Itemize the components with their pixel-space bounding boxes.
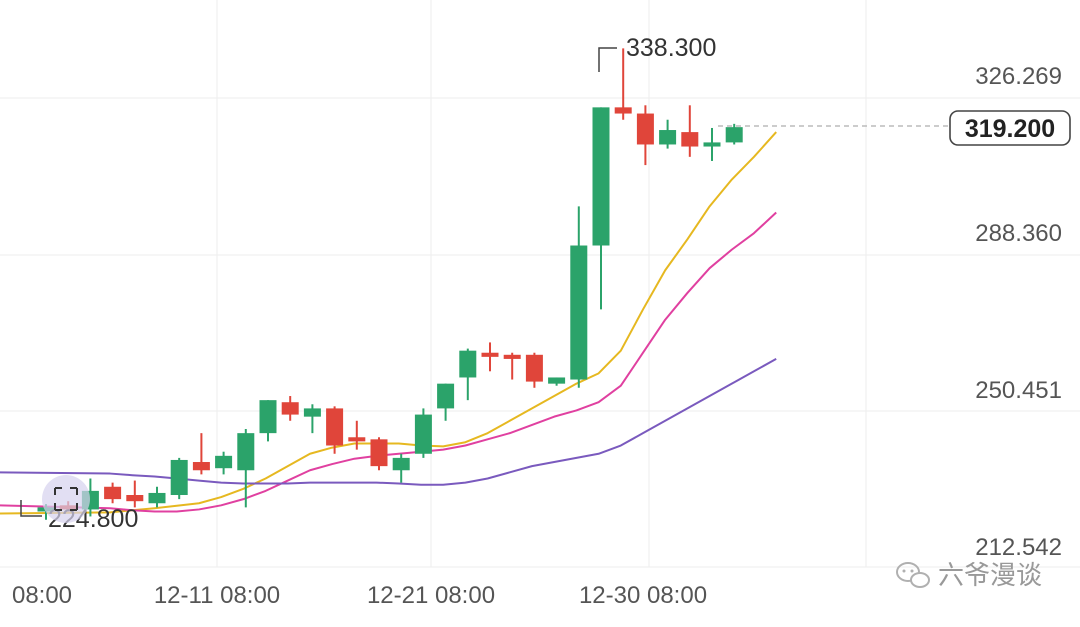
candle-body xyxy=(548,377,566,384)
price-axis: 326.269 288.360 250.451 212.542 xyxy=(975,63,1062,561)
candle-body xyxy=(570,245,588,380)
candle-body xyxy=(681,132,699,147)
candle-body xyxy=(614,107,632,114)
candle-body xyxy=(636,113,654,145)
candle-body xyxy=(592,107,610,246)
candle-body xyxy=(525,354,543,382)
candle-body xyxy=(659,130,677,145)
time-tick-label: 12-21 08:00 xyxy=(367,582,495,609)
time-tick-label: 08:00 xyxy=(12,582,72,609)
candle-body xyxy=(126,495,144,502)
price-tick-label: 288.360 xyxy=(975,220,1062,247)
crosshair-cursor-icon[interactable] xyxy=(42,475,90,523)
candle-body xyxy=(414,414,432,454)
high-label: 338.300 xyxy=(626,34,716,62)
candle-body xyxy=(725,127,743,143)
candle-body xyxy=(237,433,255,471)
watermark-text: 六爷漫谈 xyxy=(938,560,1042,590)
wechat-icon xyxy=(896,562,930,588)
candle-body xyxy=(104,486,122,500)
ma-line-1 xyxy=(0,131,777,515)
time-tick-label: 12-11 08:00 xyxy=(154,582,280,609)
candle-body xyxy=(392,457,410,471)
candle-body xyxy=(170,459,188,496)
price-tick-label: 326.269 xyxy=(975,63,1062,90)
candle-body xyxy=(281,402,299,415)
candles xyxy=(37,48,743,520)
candle-body xyxy=(148,492,166,504)
candle-body xyxy=(703,142,721,147)
grid-lines xyxy=(0,0,1080,568)
candle-body xyxy=(192,462,210,471)
low-pointer xyxy=(20,500,42,517)
time-axis: 08:00 12-11 08:00 12-21 08:00 12-30 08:0… xyxy=(12,582,707,609)
candle-body xyxy=(259,400,277,434)
candle-body xyxy=(303,408,321,417)
ma-line-3 xyxy=(0,358,777,486)
candle-body xyxy=(215,455,233,469)
watermark: 六爷漫谈 xyxy=(896,560,1042,590)
current-price-box xyxy=(949,110,1071,146)
time-tick-label: 12-30 08:00 xyxy=(579,582,707,609)
price-tick-label: 212.542 xyxy=(975,534,1062,561)
high-marker: 338.300 xyxy=(598,34,716,72)
candle-body xyxy=(348,437,366,442)
current-price-marker: 319.200 xyxy=(718,110,1071,146)
candle-body xyxy=(437,383,455,409)
candle-body xyxy=(503,354,521,359)
high-pointer xyxy=(598,47,617,72)
current-price-label: 319.200 xyxy=(965,115,1055,143)
candle-body xyxy=(459,350,477,378)
candle-body xyxy=(481,352,499,357)
ma-line-2 xyxy=(0,211,777,513)
price-tick-label: 250.451 xyxy=(975,377,1062,404)
crosshair-circle xyxy=(42,475,90,523)
ma-lines xyxy=(0,131,777,515)
arrows-glyph xyxy=(54,487,78,511)
candle-body xyxy=(370,439,388,467)
candle-body xyxy=(326,408,344,446)
